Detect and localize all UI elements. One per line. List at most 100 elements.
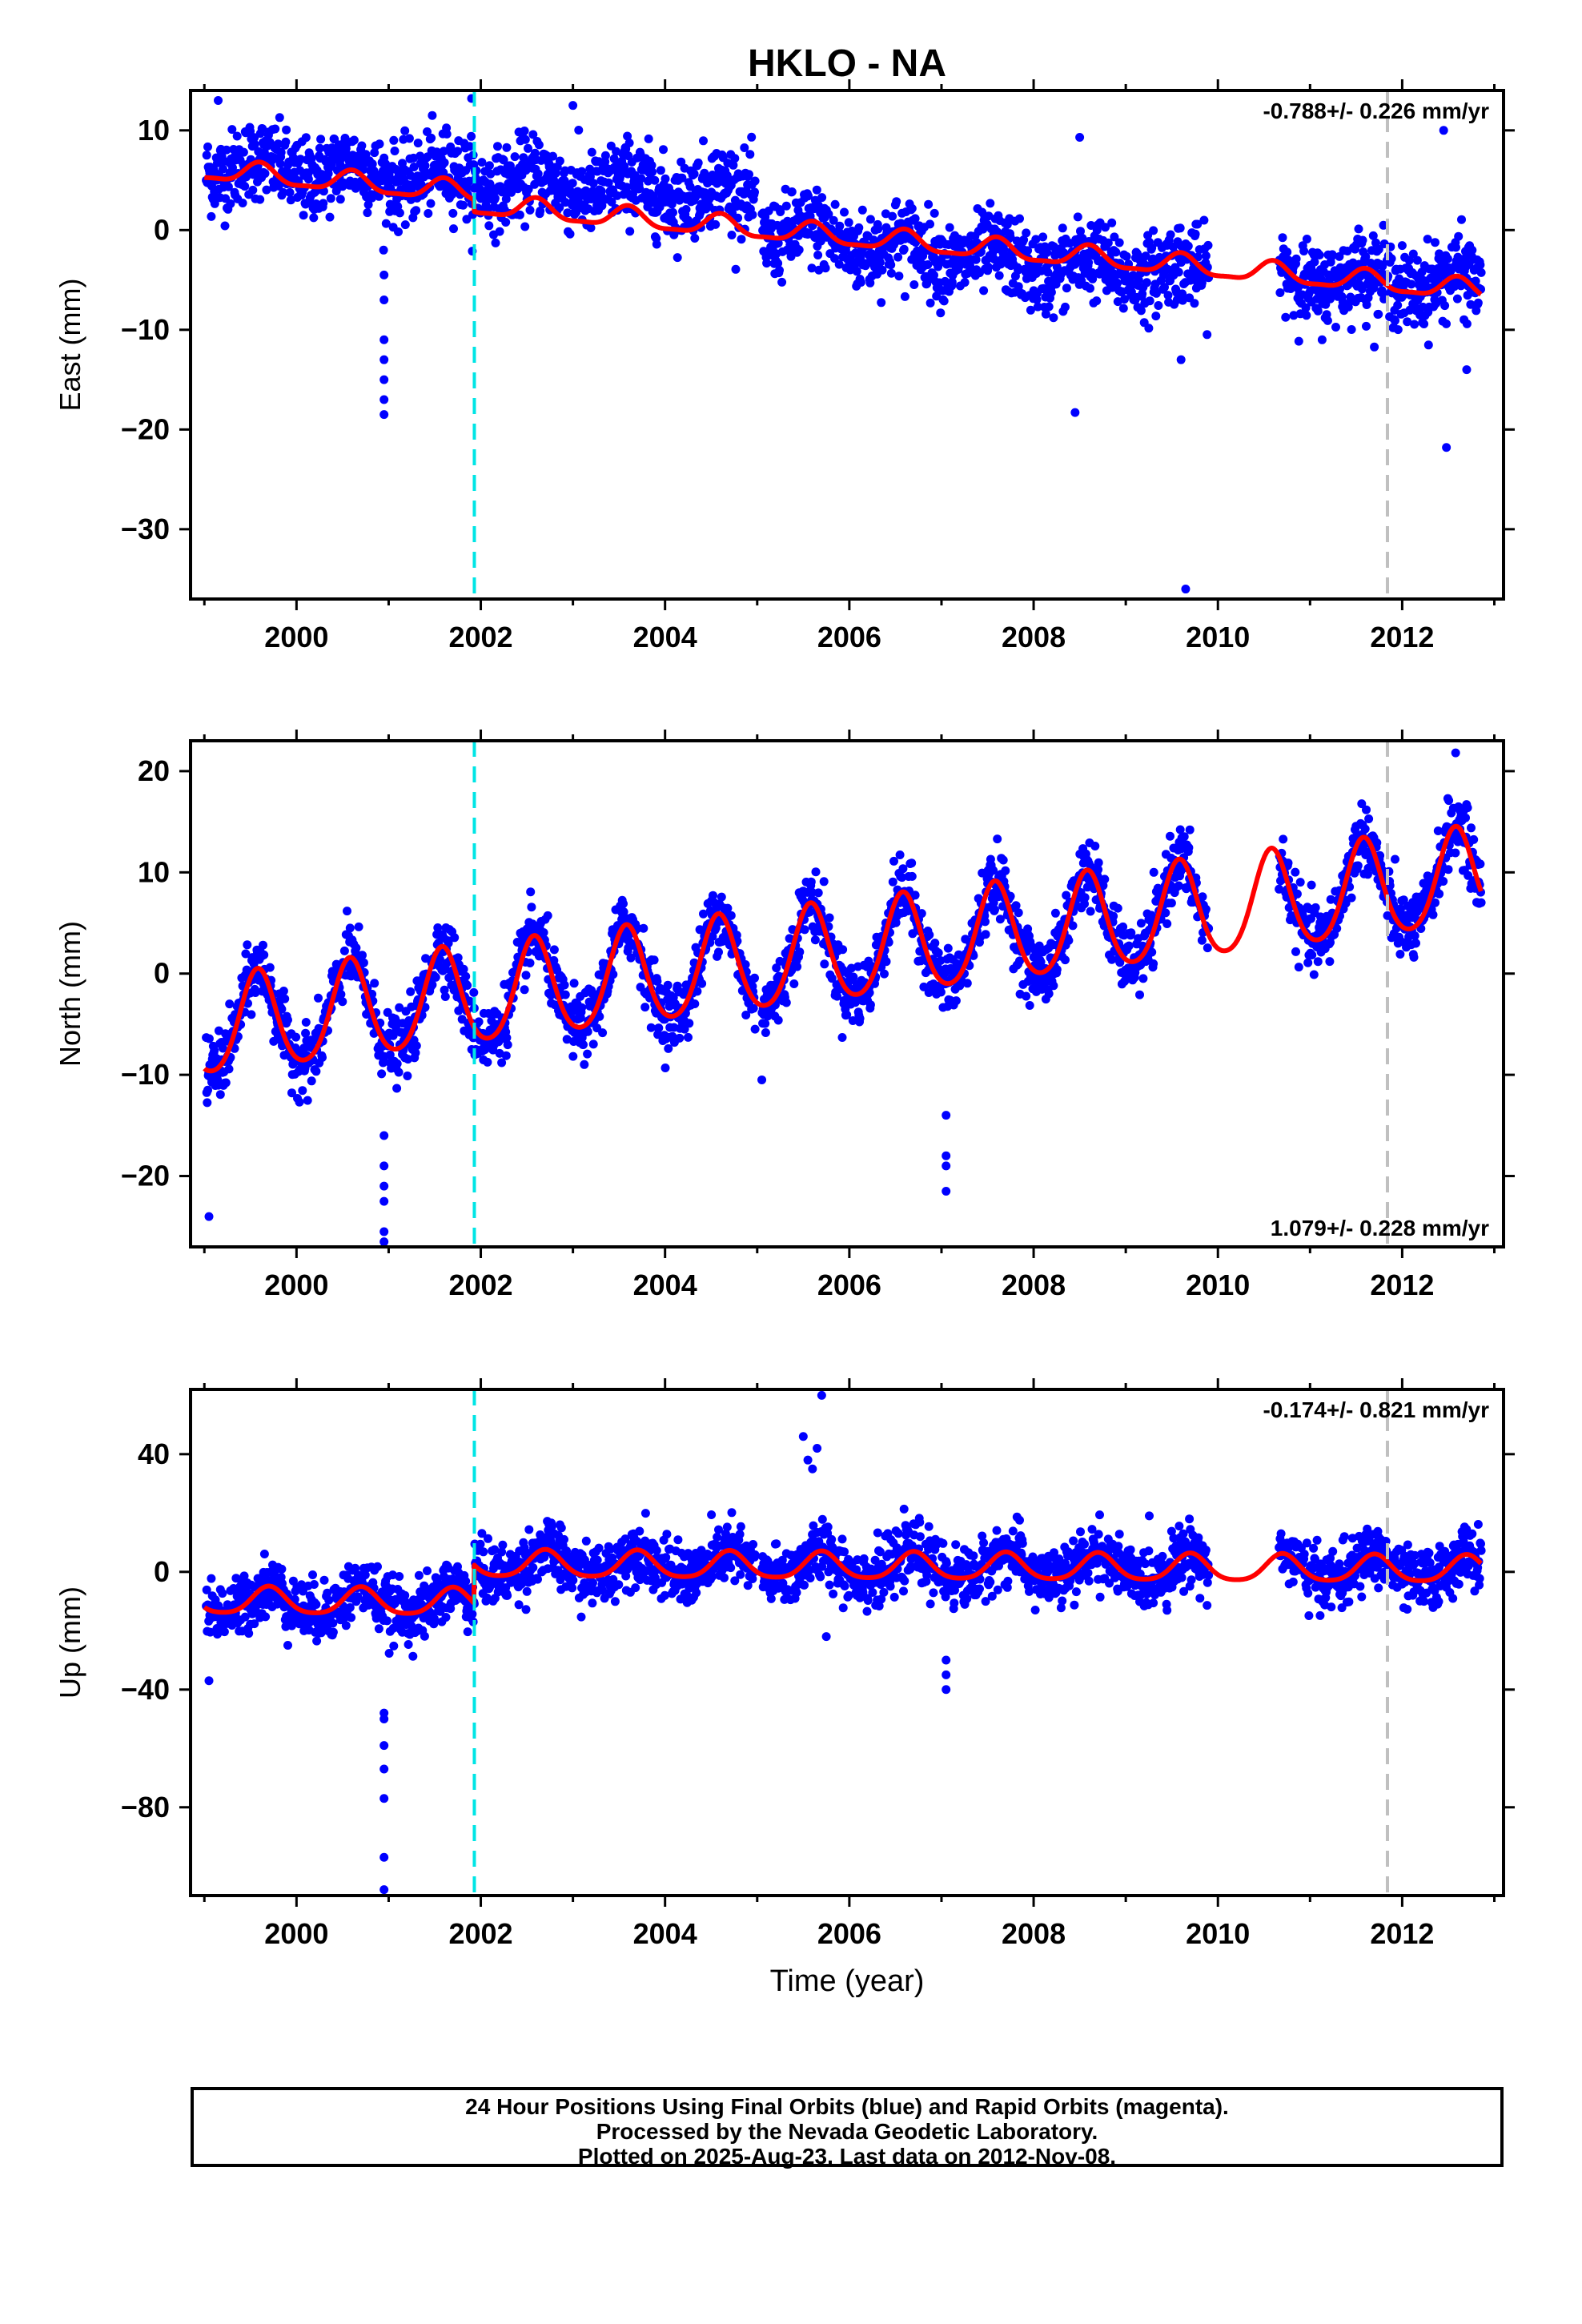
east-data-point xyxy=(1315,251,1324,259)
east-data-point xyxy=(830,254,839,263)
east-y-tick-label: 10 xyxy=(138,114,170,147)
east-data-point xyxy=(515,210,524,219)
east-data-point xyxy=(271,124,280,134)
north-data-point xyxy=(889,856,898,866)
east-data-point xyxy=(279,187,288,197)
north-data-point xyxy=(345,923,355,933)
east-data-point xyxy=(748,210,757,219)
north-data-point xyxy=(925,930,934,939)
east-data-point xyxy=(1111,247,1121,257)
east-data-point xyxy=(555,156,564,166)
north-data-point xyxy=(838,945,848,955)
east-data-point xyxy=(737,235,746,244)
north-data-point xyxy=(661,1063,670,1072)
east-data-point xyxy=(467,131,476,141)
east-data-point xyxy=(273,139,283,149)
north-outlier-point xyxy=(1451,748,1460,758)
east-data-point xyxy=(363,208,372,218)
north-data-point xyxy=(1086,907,1095,916)
east-data-point xyxy=(693,158,703,167)
north-data-point xyxy=(577,1003,587,1012)
east-data-point xyxy=(400,126,410,135)
east-data-point xyxy=(612,147,621,156)
east-data-point xyxy=(625,227,635,236)
north-data-point xyxy=(394,1068,404,1077)
north-data-point xyxy=(1279,834,1288,844)
east-data-point xyxy=(740,143,749,152)
north-data-point xyxy=(221,1078,231,1088)
north-data-point xyxy=(917,909,926,919)
east-data-point xyxy=(731,264,741,274)
east-data-point xyxy=(877,298,886,308)
east-data-point xyxy=(994,271,1004,280)
north-data-point xyxy=(354,922,363,931)
east-data-point xyxy=(747,132,757,142)
chart-title: HKLO - NA xyxy=(748,42,946,85)
east-data-point xyxy=(395,208,404,218)
east-data-point xyxy=(1452,243,1460,252)
north-data-point xyxy=(789,979,799,988)
east-data-point xyxy=(1042,247,1052,257)
east-data-point xyxy=(1145,296,1154,306)
east-data-point xyxy=(316,135,326,144)
east-data-point xyxy=(1043,267,1053,277)
east-data-point xyxy=(1086,221,1096,230)
north-data-point xyxy=(543,911,552,920)
north-data-point xyxy=(1109,911,1118,921)
north-data-point xyxy=(1166,831,1174,841)
east-data-point xyxy=(886,268,896,278)
north-data-point xyxy=(1044,989,1054,999)
east-data-point xyxy=(729,160,738,170)
east-data-point xyxy=(367,159,377,169)
east-data-point xyxy=(335,195,345,204)
north-data-point xyxy=(520,985,529,995)
east-data-point xyxy=(1076,227,1085,236)
north-data-point xyxy=(503,1040,512,1050)
east-data-point xyxy=(1193,219,1203,229)
north-data-point xyxy=(243,940,252,950)
east-outlier-point xyxy=(1439,126,1448,135)
east-data-point xyxy=(1476,260,1485,270)
north-data-point xyxy=(981,917,990,927)
north-data-point xyxy=(579,1040,588,1049)
east-data-point xyxy=(1046,287,1056,297)
east-data-point xyxy=(857,205,867,215)
east-data-point xyxy=(1141,251,1150,261)
north-data-point xyxy=(639,923,648,933)
north-outlier-point xyxy=(379,1181,389,1191)
north-data-point xyxy=(1428,910,1438,919)
east-data-point xyxy=(1183,241,1193,251)
east-data-point xyxy=(1174,267,1183,277)
east-data-point xyxy=(520,127,529,135)
east-x-tick-label: 2006 xyxy=(817,621,881,653)
north-data-point xyxy=(303,1096,312,1105)
north-data-point xyxy=(1162,919,1172,928)
east-data-point xyxy=(1453,252,1463,262)
east-data-point xyxy=(612,191,622,200)
north-data-point xyxy=(301,1028,311,1038)
east-data-point xyxy=(1178,296,1187,305)
north-data-point xyxy=(370,979,379,988)
east-data-point xyxy=(462,215,472,224)
east-data-point xyxy=(856,278,865,287)
north-data-point xyxy=(1347,893,1356,903)
east-data-point xyxy=(877,265,887,275)
east-data-point xyxy=(459,200,468,210)
north-data-point xyxy=(1353,861,1363,870)
north-data-point xyxy=(560,990,570,999)
east-data-point xyxy=(499,155,508,165)
east-data-point xyxy=(604,178,613,187)
north-data-point xyxy=(795,947,805,957)
north-data-point xyxy=(580,1059,589,1069)
east-data-point xyxy=(440,158,449,167)
east-data-point xyxy=(228,163,237,172)
east-data-point xyxy=(750,176,760,186)
north-outlier-point xyxy=(942,1161,951,1171)
east-data-point xyxy=(427,133,436,143)
north-outlier-point xyxy=(757,1075,767,1084)
east-data-point xyxy=(1114,238,1124,247)
east-data-point xyxy=(207,211,216,221)
north-x-tick-label: 2006 xyxy=(817,1269,881,1301)
north-data-point xyxy=(1294,963,1303,972)
